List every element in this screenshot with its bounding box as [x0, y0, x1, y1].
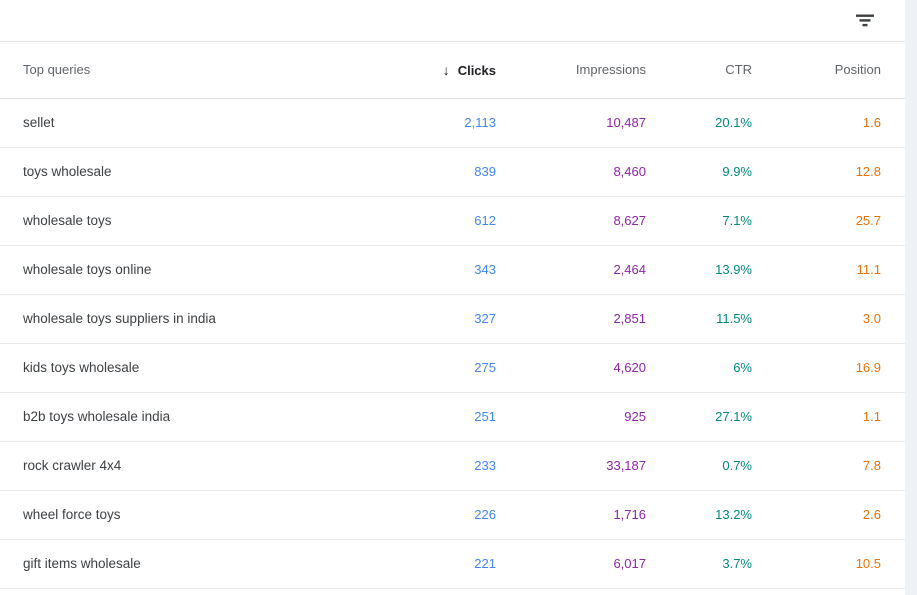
position-value: 1.1	[752, 392, 905, 442]
clicks-value: 233	[396, 441, 496, 491]
top-queries-table: Top queries ↓ Clicks Impressions CTR Posi…	[0, 42, 905, 589]
query-cell[interactable]: wholesale toys	[0, 196, 396, 246]
query-cell[interactable]: wholesale toys suppliers in india	[0, 294, 396, 344]
clicks-value: 251	[396, 392, 496, 442]
impressions-value: 2,464	[496, 245, 646, 295]
column-header-top-queries[interactable]: Top queries	[0, 42, 396, 99]
table-toolbar	[0, 0, 905, 42]
query-cell[interactable]: sellet	[0, 98, 396, 148]
query-cell[interactable]: toys wholesale	[0, 147, 396, 197]
impressions-value: 8,460	[496, 147, 646, 197]
clicks-header-label: Clicks	[457, 62, 496, 78]
impressions-value: 33,187	[496, 441, 646, 491]
impressions-value: 6,017	[496, 539, 646, 589]
ctr-value: 13.9%	[646, 245, 752, 295]
position-value: 1.6	[752, 98, 905, 148]
position-value: 10.5	[752, 539, 905, 589]
page-background-gutter	[905, 0, 917, 595]
table-row[interactable]: wheel force toys 226 1,716 13.2% 2.6	[0, 490, 905, 540]
ctr-value: 20.1%	[646, 98, 752, 148]
column-header-clicks[interactable]: ↓ Clicks	[396, 42, 496, 99]
table-row[interactable]: sellet 2,113 10,487 20.1% 1.6	[0, 98, 905, 148]
position-value: 12.8	[752, 147, 905, 197]
query-cell[interactable]: b2b toys wholesale india	[0, 392, 396, 442]
ctr-value: 3.7%	[646, 539, 752, 589]
clicks-value: 343	[396, 245, 496, 295]
filter-list-icon	[856, 14, 874, 27]
query-cell[interactable]: wheel force toys	[0, 490, 396, 540]
impressions-value: 4,620	[496, 343, 646, 393]
ctr-value: 0.7%	[646, 441, 752, 491]
table-row[interactable]: rock crawler 4x4 233 33,187 0.7% 7.8	[0, 441, 905, 491]
query-cell[interactable]: wholesale toys online	[0, 245, 396, 295]
impressions-value: 925	[496, 392, 646, 442]
table-row[interactable]: wholesale toys 612 8,627 7.1% 25.7	[0, 196, 905, 246]
ctr-value: 6%	[646, 343, 752, 393]
position-value: 25.7	[752, 196, 905, 246]
clicks-value: 839	[396, 147, 496, 197]
table-row[interactable]: kids toys wholesale 275 4,620 6% 16.9	[0, 343, 905, 393]
table-row[interactable]: b2b toys wholesale india 251 925 27.1% 1…	[0, 392, 905, 442]
table-header-row: Top queries ↓ Clicks Impressions CTR Posi…	[0, 42, 905, 99]
table-row[interactable]: wholesale toys online 343 2,464 13.9% 11…	[0, 245, 905, 295]
impressions-value: 2,851	[496, 294, 646, 344]
clicks-value: 226	[396, 490, 496, 540]
column-header-impressions[interactable]: Impressions	[496, 42, 646, 99]
clicks-value: 221	[396, 539, 496, 589]
query-cell[interactable]: rock crawler 4x4	[0, 441, 396, 491]
column-header-position[interactable]: Position	[752, 42, 905, 99]
table-row[interactable]: gift items wholesale 221 6,017 3.7% 10.5	[0, 539, 905, 589]
position-value: 2.6	[752, 490, 905, 540]
ctr-value: 27.1%	[646, 392, 752, 442]
clicks-value: 275	[396, 343, 496, 393]
query-cell[interactable]: kids toys wholesale	[0, 343, 396, 393]
impressions-value: 10,487	[496, 98, 646, 148]
ctr-value: 11.5%	[646, 294, 752, 344]
ctr-value: 13.2%	[646, 490, 752, 540]
impressions-value: 8,627	[496, 196, 646, 246]
filter-button[interactable]	[849, 5, 881, 37]
ctr-value: 9.9%	[646, 147, 752, 197]
position-value: 3.0	[752, 294, 905, 344]
position-value: 16.9	[752, 343, 905, 393]
clicks-value: 327	[396, 294, 496, 344]
impressions-value: 1,716	[496, 490, 646, 540]
position-value: 11.1	[752, 245, 905, 295]
column-header-ctr[interactable]: CTR	[646, 42, 752, 99]
sort-descending-icon: ↓	[442, 61, 450, 78]
position-value: 7.8	[752, 441, 905, 491]
table-row[interactable]: toys wholesale 839 8,460 9.9% 12.8	[0, 147, 905, 197]
table-row[interactable]: wholesale toys suppliers in india 327 2,…	[0, 294, 905, 344]
ctr-value: 7.1%	[646, 196, 752, 246]
clicks-value: 612	[396, 196, 496, 246]
query-cell[interactable]: gift items wholesale	[0, 539, 396, 589]
clicks-value: 2,113	[396, 98, 496, 148]
